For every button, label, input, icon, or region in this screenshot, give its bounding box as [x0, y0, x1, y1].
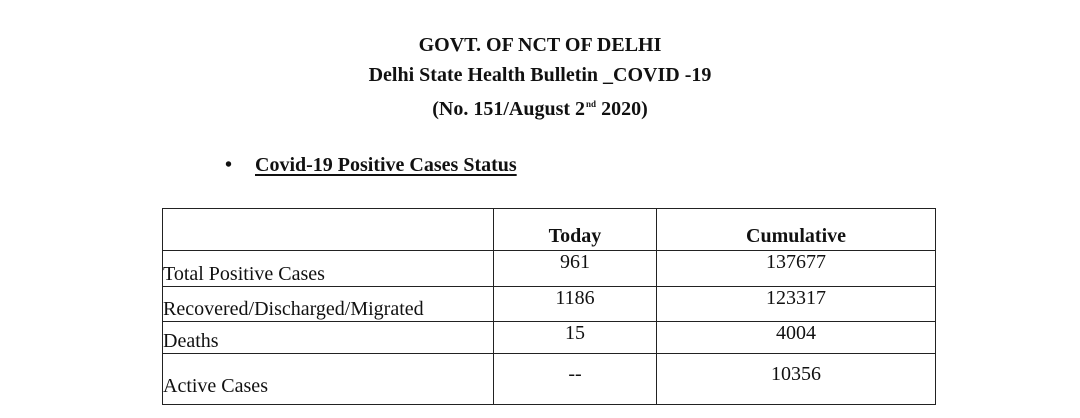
column-header-today: Today: [493, 208, 657, 251]
bulletin-org-title: GOVT. OF NCT OF DELHI: [418, 34, 662, 56]
cumulative-value: 4004: [656, 321, 936, 354]
table-row: Recovered/Discharged/Migrated 1186 12331…: [162, 286, 936, 322]
column-header-cumulative: Cumulative: [656, 208, 936, 251]
cumulative-value: 10356: [656, 353, 936, 405]
today-value: 1186: [493, 286, 657, 322]
date-ordinal-suffix: nd: [586, 99, 597, 109]
row-label: Total Positive Cases: [162, 250, 494, 287]
row-label: Active Cases: [162, 353, 494, 405]
today-value: 961: [493, 250, 657, 287]
row-label: Deaths: [162, 321, 494, 354]
today-value: --: [493, 353, 657, 405]
bullet-icon: •: [225, 154, 233, 176]
section-heading: • Covid-19 Positive Cases Status: [225, 152, 517, 178]
today-value: 15: [493, 321, 657, 354]
bulletin-title: Delhi State Health Bulletin _COVID -19: [368, 64, 712, 86]
positive-cases-table: Today Cumulative Total Positive Cases 96…: [162, 208, 936, 405]
cumulative-value: 123317: [656, 286, 936, 322]
section-title: Covid-19 Positive Cases Status: [255, 154, 517, 176]
table-row: Total Positive Cases 961 137677: [162, 250, 936, 287]
table-row: Active Cases -- 10356: [162, 353, 936, 405]
bulletin-number: (No. 151/August 2nd 2020): [0, 92, 1080, 121]
cumulative-value: 137677: [656, 250, 936, 287]
bulletin-number-suffix: 2020): [596, 98, 648, 120]
table-row: Deaths 15 4004: [162, 321, 936, 354]
row-label: Recovered/Discharged/Migrated: [162, 286, 494, 322]
column-header-label: [162, 208, 494, 251]
bulletin-number-prefix: (No. 151/August 2: [432, 98, 586, 120]
table-header-row: Today Cumulative: [162, 208, 936, 251]
